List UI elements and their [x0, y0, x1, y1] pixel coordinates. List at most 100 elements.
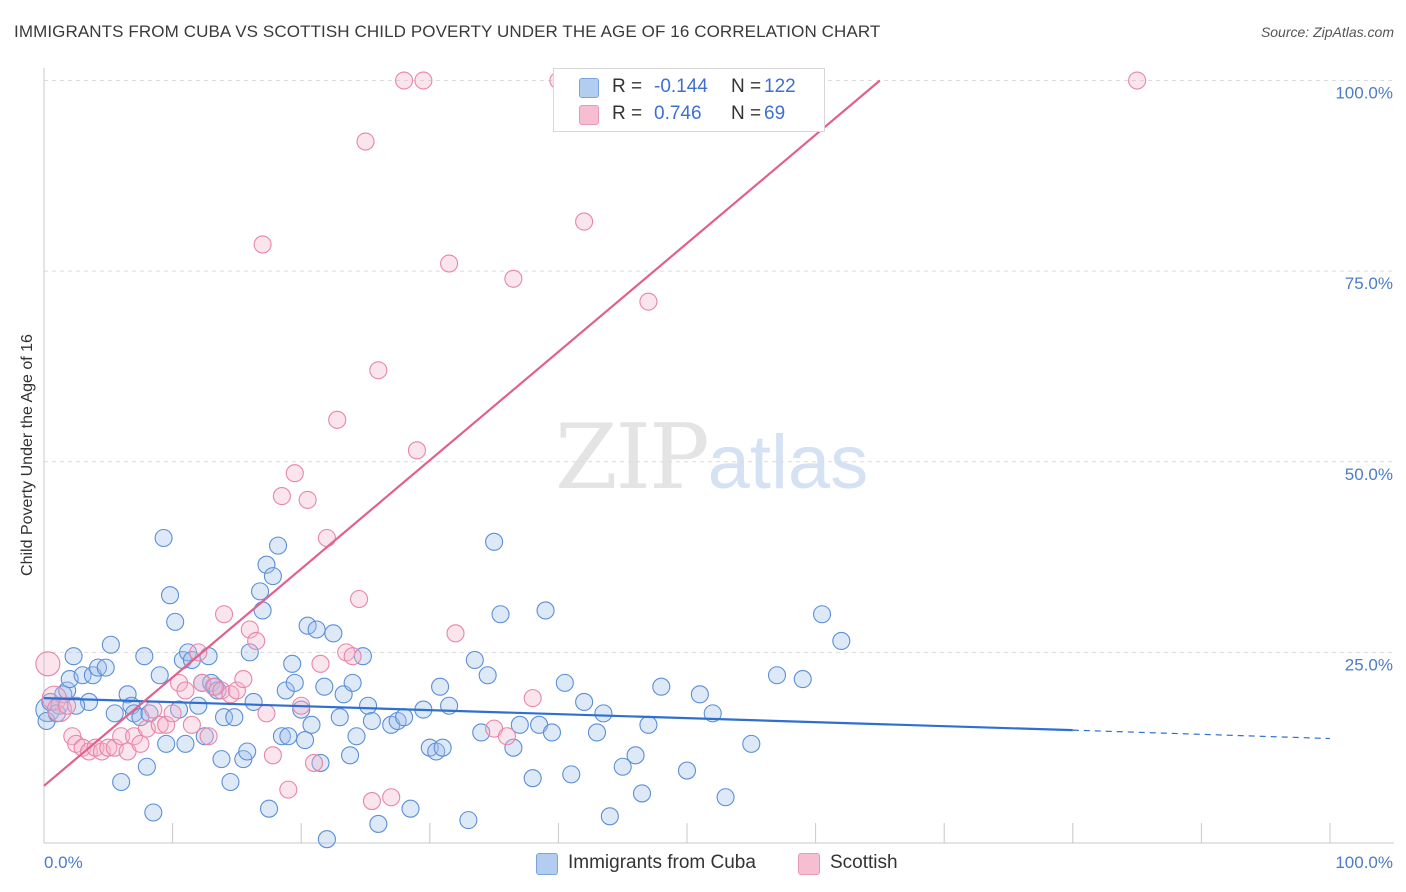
legend-r-label: R = — [612, 103, 643, 124]
data-point — [677, 761, 697, 780]
grid-lines — [44, 80, 1394, 653]
data-point — [157, 715, 176, 734]
data-point — [431, 677, 450, 696]
data-point — [253, 601, 272, 620]
data-point — [131, 734, 150, 753]
data-point — [279, 780, 298, 799]
data-point — [263, 746, 282, 765]
data-point — [359, 696, 378, 715]
legend: R = -0.144 N = 122 R = 0.746 N = 69 — [553, 68, 825, 132]
legend-n-value-cuba: 122 — [764, 76, 796, 97]
data-point — [99, 738, 118, 757]
data-point — [362, 792, 381, 811]
data-point — [135, 647, 154, 666]
data-point — [247, 631, 266, 650]
bottom-legend-label-cuba: Immigrants from Cuba — [568, 852, 756, 873]
y-tick-label: 75.0% — [1345, 274, 1393, 293]
legend-row-cuba: R = -0.144 N = 122 — [554, 74, 824, 100]
data-point — [459, 811, 478, 830]
data-point — [395, 708, 414, 727]
data-point — [330, 708, 349, 727]
data-point — [536, 601, 555, 620]
data-point — [166, 612, 185, 631]
data-point — [96, 658, 115, 677]
data-point — [283, 654, 302, 673]
data-point — [369, 814, 388, 833]
data-point — [347, 727, 366, 746]
data-point — [600, 807, 619, 826]
data-point — [285, 464, 304, 483]
data-point — [562, 765, 581, 784]
data-point — [343, 673, 362, 692]
data-point — [259, 799, 279, 818]
source-credit: Source: ZipAtlas.com — [1260, 24, 1394, 40]
legend-n-label: N = — [731, 76, 762, 97]
data-point — [88, 658, 108, 677]
legend-n-value-scottish: 69 — [764, 103, 786, 124]
data-point — [64, 647, 83, 666]
data-point — [240, 643, 259, 662]
data-point — [1128, 71, 1147, 90]
data-point — [690, 685, 709, 704]
data-point — [311, 654, 330, 673]
data-point — [272, 727, 291, 746]
data-point — [269, 536, 288, 555]
y-tick-label: 50.0% — [1345, 465, 1393, 484]
data-point — [244, 692, 263, 711]
bottom-legend-label-scottish: Scottish — [830, 852, 898, 873]
data-point — [703, 704, 722, 723]
data-point — [214, 605, 234, 624]
data-point — [523, 689, 542, 708]
data-point — [742, 734, 761, 753]
data-point — [504, 269, 523, 288]
data-point — [407, 441, 426, 460]
data-point — [176, 681, 195, 700]
data-point — [240, 620, 259, 639]
data-point — [491, 605, 510, 624]
data-point — [298, 616, 317, 635]
legend-r-value-scottish: 0.746 — [654, 103, 702, 124]
data-point — [382, 788, 401, 807]
bottom-legend-swatch-scottish — [798, 853, 820, 875]
data-point — [639, 715, 658, 734]
legend-swatch-cuba — [579, 78, 599, 98]
data-point — [212, 750, 231, 769]
data-point — [250, 582, 270, 601]
data-point — [225, 708, 244, 727]
data-point — [343, 647, 362, 666]
data-point — [812, 605, 832, 624]
data-point — [101, 635, 120, 654]
data-point — [302, 715, 321, 734]
axes — [43, 68, 1394, 844]
data-point — [257, 555, 276, 574]
data-point — [296, 731, 315, 750]
data-point — [112, 727, 131, 746]
data-point — [154, 528, 173, 548]
tick-labels: 25.0% 50.0% 75.0% 100.0% 0.0% 100.0% — [44, 84, 1393, 872]
y-tick-label: 100.0% — [1335, 84, 1393, 103]
data-point — [298, 490, 317, 509]
legend-row-scottish: R = 0.746 N = 69 — [554, 101, 824, 127]
data-point — [575, 212, 594, 231]
data-point — [137, 757, 156, 776]
data-point — [169, 673, 189, 692]
data-point — [105, 704, 124, 723]
data-point — [272, 487, 291, 506]
data-point — [163, 704, 182, 723]
data-point — [341, 746, 360, 765]
data-point — [504, 738, 523, 757]
watermark: ZIPatlas — [555, 405, 869, 510]
y-tick-label: 25.0% — [1345, 655, 1393, 674]
series-immigrants-from-cuba — [35, 528, 851, 849]
data-point — [793, 670, 812, 689]
data-point — [832, 631, 851, 650]
data-point — [497, 727, 517, 746]
data-point — [176, 734, 195, 753]
data-point — [716, 788, 735, 807]
data-point — [575, 692, 594, 711]
data-point — [182, 715, 201, 734]
data-point — [542, 723, 562, 742]
data-point — [73, 666, 92, 685]
data-point — [214, 708, 234, 727]
